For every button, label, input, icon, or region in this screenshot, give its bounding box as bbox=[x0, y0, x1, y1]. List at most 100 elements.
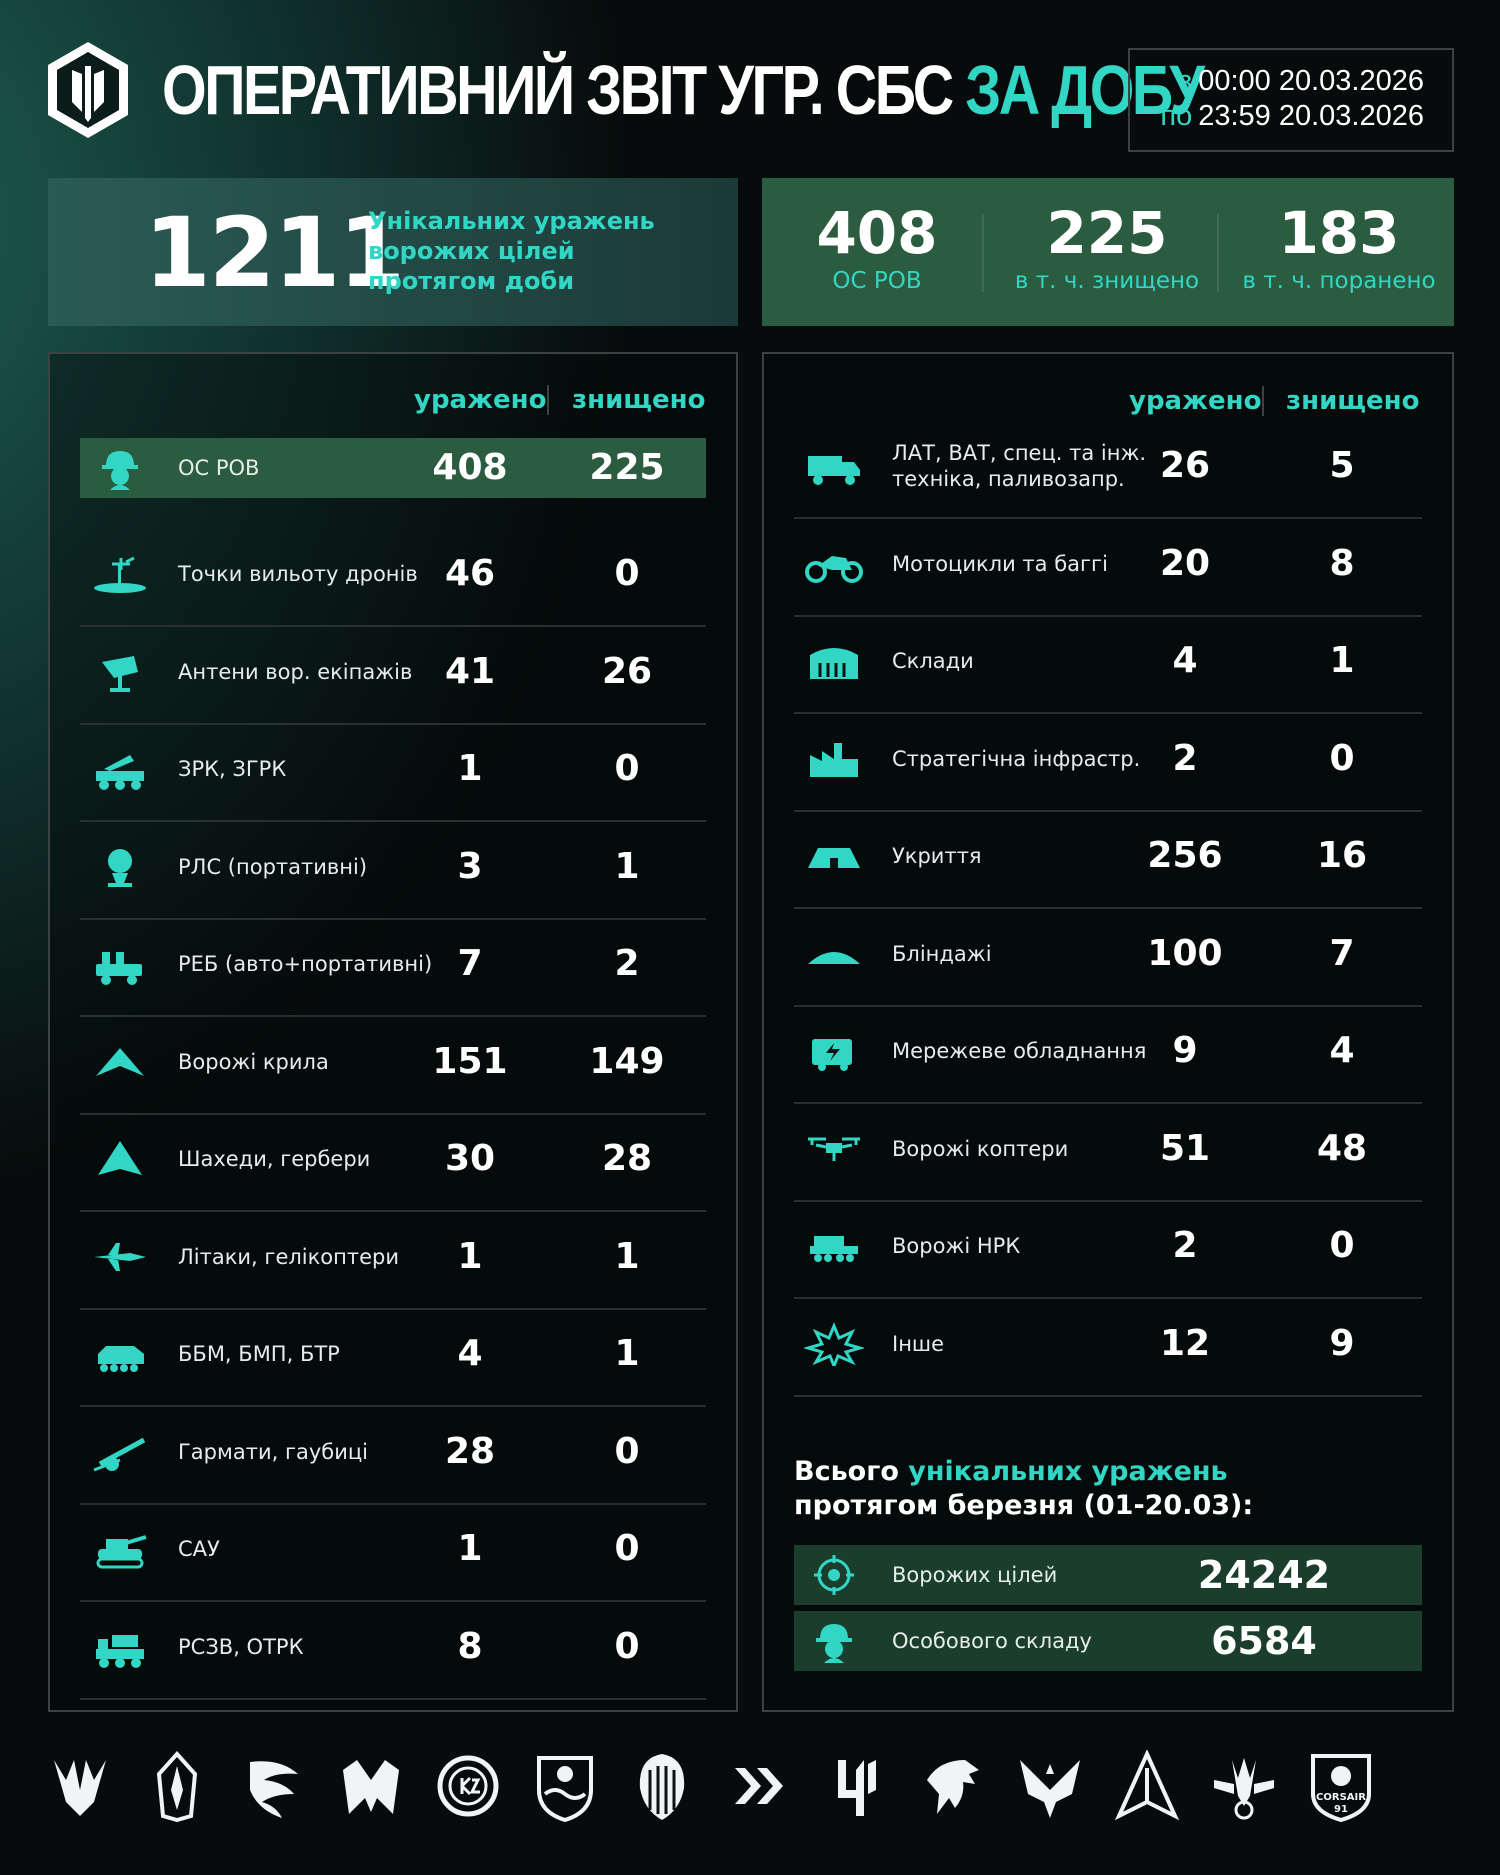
page-title: ОПЕРАТИВНИЙ ЗВІТ УГР. СБС ЗА ДОБУ bbox=[162, 51, 1205, 129]
row-label: Ворожі коптери bbox=[892, 1136, 1069, 1161]
howitzer-icon bbox=[90, 1430, 150, 1474]
row-divider bbox=[794, 1297, 1422, 1299]
arrow-emblem bbox=[1113, 1750, 1181, 1822]
row-label: РЕБ (авто+портативні) bbox=[178, 952, 433, 976]
row-divider bbox=[80, 917, 706, 920]
bird-trident-emblem bbox=[337, 1750, 405, 1822]
corsair-number: 91 bbox=[1334, 1804, 1348, 1815]
quadcopter-icon bbox=[804, 1127, 864, 1171]
row-label: Стратегічна інфрастр. bbox=[892, 746, 1141, 771]
table-row: Літаки, гелікоптери 1 1 bbox=[80, 1213, 706, 1310]
title-accent: ЗА ДОБУ bbox=[965, 51, 1205, 129]
stat-label: ОС РОВ bbox=[832, 268, 922, 294]
stat-value: 225 bbox=[1046, 199, 1168, 267]
chevron-emblem bbox=[725, 1750, 793, 1822]
row-label: Антени вор. екіпажів bbox=[178, 659, 413, 684]
left-table-panel bbox=[48, 352, 738, 1712]
destroyed-value: 26 bbox=[601, 650, 653, 692]
title-main: ОПЕРАТИВНИЙ ЗВІТ УГР. СБС bbox=[162, 51, 954, 129]
griffin-emblem bbox=[919, 1750, 987, 1822]
hit-value: 2 bbox=[1172, 1225, 1198, 1266]
hit-value: 256 bbox=[1147, 835, 1223, 876]
shahed-icon bbox=[90, 1137, 150, 1181]
target-icon bbox=[804, 1553, 864, 1597]
row-divider bbox=[794, 1199, 1422, 1202]
ew-vehicle-icon bbox=[90, 942, 150, 986]
destroyed-value: 0 bbox=[614, 1528, 640, 1569]
truck-icon bbox=[804, 444, 864, 488]
destroyed-value: 225 bbox=[589, 447, 665, 488]
hit-value: 8 bbox=[457, 1625, 483, 1667]
row-divider bbox=[80, 1697, 706, 1700]
row-divider bbox=[80, 1210, 706, 1212]
radar-icon bbox=[90, 845, 150, 889]
date-to: 23:59 20.03.2026 bbox=[1198, 100, 1424, 132]
row-divider bbox=[794, 907, 1422, 909]
row-divider bbox=[794, 614, 1422, 617]
destroyed-value: 0 bbox=[614, 1625, 640, 1667]
destroyed-value: 7 bbox=[1329, 932, 1355, 974]
destroyed-value: 0 bbox=[614, 553, 640, 594]
row-label-line: техніка, паливозапр. bbox=[892, 467, 1125, 491]
shield-blade-emblem bbox=[143, 1750, 211, 1822]
desc-line: Унікальних уражень bbox=[368, 207, 655, 235]
hit-value: 2 bbox=[1172, 737, 1198, 779]
desc-line: ворожих цілей bbox=[368, 237, 575, 265]
wounded-stat: 183 в т. ч. поранено bbox=[1224, 200, 1454, 296]
daily-total-desc: Унікальних уражень ворожих цілей протяго… bbox=[368, 206, 655, 296]
hit-value: 26 bbox=[1159, 445, 1211, 486]
table-row: Антени вор. екіпажів 41 26 bbox=[80, 628, 706, 725]
row-label: Ворожі НРК bbox=[892, 1234, 1021, 1258]
table-row: Точки вильоту дронів 46 0 bbox=[80, 530, 706, 627]
row-divider bbox=[794, 1102, 1422, 1104]
drone-launch-icon bbox=[90, 552, 150, 596]
corsair-label: CORSAIR bbox=[1316, 1792, 1366, 1803]
destroyed-stat: 225 в т. ч. знищено bbox=[992, 200, 1222, 296]
row-label: Мотоцикли та баггі bbox=[892, 551, 1108, 576]
row-divider bbox=[80, 722, 706, 725]
crest-emblem bbox=[531, 1750, 599, 1822]
row-label: ЛАТ, ВАТ, спец. та інж. техніка, паливоза… bbox=[892, 440, 1146, 492]
date-from-prefix: з bbox=[1178, 65, 1193, 97]
row-value: 6584 bbox=[1211, 1619, 1317, 1663]
antenna-icon bbox=[90, 650, 150, 694]
row-divider bbox=[80, 1600, 706, 1602]
title-part: протягом березня (01-20.03): bbox=[794, 1490, 1254, 1521]
spg-icon bbox=[90, 1527, 150, 1571]
corsair-emblem: CORSAIR 91 bbox=[1307, 1750, 1375, 1822]
destroyed-value: 1 bbox=[1329, 640, 1355, 681]
mlrs-icon bbox=[90, 1625, 150, 1669]
k2-round-emblem bbox=[434, 1750, 502, 1822]
soldier-icon bbox=[804, 1619, 864, 1663]
row-divider bbox=[794, 712, 1422, 714]
row-label: РЛС (портативні) bbox=[178, 854, 368, 879]
row-label: Літаки, гелікоптери bbox=[178, 1244, 400, 1269]
wing-drone-icon bbox=[90, 1040, 150, 1084]
row-label: Мережеве обладнання bbox=[892, 1039, 1147, 1063]
shelter-icon bbox=[804, 834, 864, 878]
motorcycle-icon bbox=[804, 542, 864, 586]
row-divider bbox=[794, 1394, 1422, 1397]
hit-value: 7 bbox=[457, 943, 483, 984]
title-accent: унікальних уражень bbox=[908, 1456, 1228, 1487]
row-label: Точки вильоту дронів bbox=[178, 562, 418, 586]
destroyed-value: 8 bbox=[1329, 542, 1355, 584]
table-row: Гармати, гаубиці 28 0 bbox=[80, 1408, 706, 1505]
destroyed-value: 16 bbox=[1316, 835, 1368, 876]
stat-value: 408 bbox=[816, 199, 938, 267]
col-destroyed-header: знищено bbox=[572, 385, 706, 415]
sam-launcher-icon bbox=[90, 747, 150, 791]
destroyed-value: 2 bbox=[614, 943, 640, 984]
skull-emblem bbox=[628, 1750, 696, 1822]
month-targets-row: Ворожих цілей 24242 bbox=[794, 1545, 1422, 1605]
destroyed-value: 9 bbox=[1329, 1322, 1355, 1364]
warehouse-icon bbox=[804, 639, 864, 683]
hit-value: 9 bbox=[1172, 1030, 1198, 1071]
trident-emblem bbox=[46, 1750, 114, 1822]
dugout-icon bbox=[804, 932, 864, 976]
personnel-summary-card: 408 ОС РОВ 225 в т. ч. знищено 183 в т. … bbox=[762, 178, 1454, 326]
destroyed-value: 48 bbox=[1316, 1127, 1368, 1169]
col-hit-header: уражено bbox=[1129, 386, 1262, 416]
date-from: 00:00 20.03.2026 bbox=[1198, 65, 1424, 97]
table-row: САУ 1 0 bbox=[80, 1505, 706, 1602]
